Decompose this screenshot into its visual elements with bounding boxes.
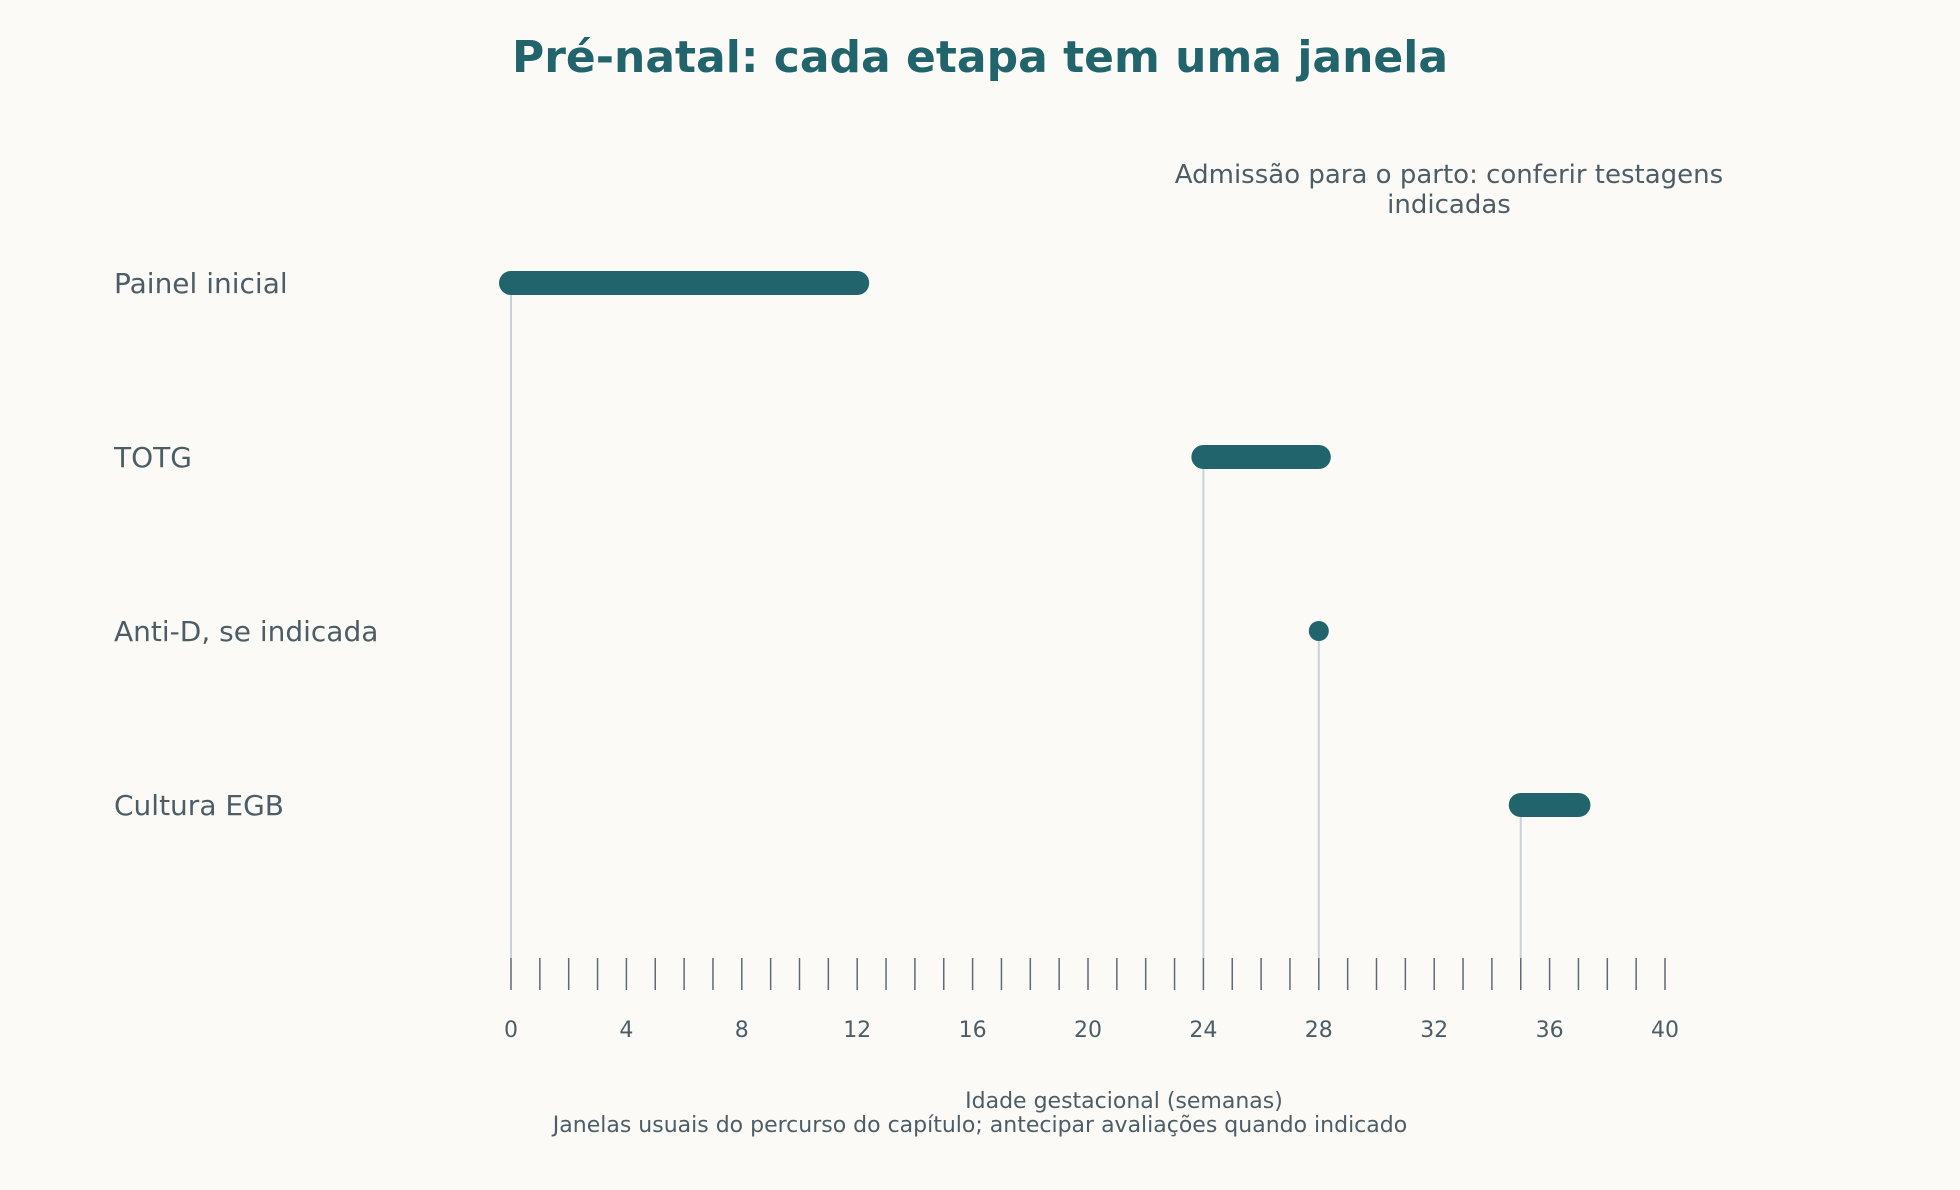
- x-tick-label: 24: [1189, 1018, 1217, 1043]
- window-bar: [1191, 445, 1331, 469]
- row-label: Painel inicial: [114, 267, 288, 300]
- x-tick-label: 36: [1536, 1018, 1564, 1043]
- window-bars: [499, 271, 1591, 817]
- x-tick-label: 4: [619, 1018, 633, 1043]
- row-label: Cultura EGB: [114, 789, 284, 822]
- x-tick-label: 20: [1074, 1018, 1102, 1043]
- x-tick-label: 40: [1651, 1018, 1679, 1043]
- row-label: Anti-D, se indicada: [114, 615, 378, 648]
- x-axis-label: Idade gestacional (semanas): [965, 1089, 1283, 1114]
- x-tick-label: 32: [1420, 1018, 1448, 1043]
- window-bar: [499, 271, 870, 295]
- annotation-line: Admissão para o parto: conferir testagen…: [1175, 160, 1723, 190]
- chart-title: Pré-natal: cada etapa tem uma janela: [512, 32, 1448, 83]
- row-label: TOTG: [113, 441, 192, 474]
- guide-lines: [510, 283, 1522, 958]
- delivery-admission-annotation: Admissão para o parto: conferir testagen…: [1175, 160, 1723, 220]
- chart-footnote: Janelas usuais do percurso do capítulo; …: [551, 1113, 1407, 1138]
- x-tick-label: 12: [843, 1018, 871, 1043]
- window-bar: [1508, 793, 1591, 817]
- x-tick-label: 28: [1305, 1018, 1333, 1043]
- x-tick-label: 8: [735, 1018, 749, 1043]
- x-axis-tick-labels: 0 4 8 12 16 20 24 28 32 36 40: [504, 1018, 1679, 1043]
- x-axis-ticks: [510, 958, 1666, 990]
- x-tick-label: 0: [504, 1018, 518, 1043]
- window-point: [1308, 621, 1329, 641]
- row-labels: Painel inicial TOTG Anti-D, se indicada Cul…: [113, 267, 378, 822]
- annotation-line: indicadas: [1387, 190, 1511, 220]
- x-tick-label: 16: [959, 1018, 987, 1043]
